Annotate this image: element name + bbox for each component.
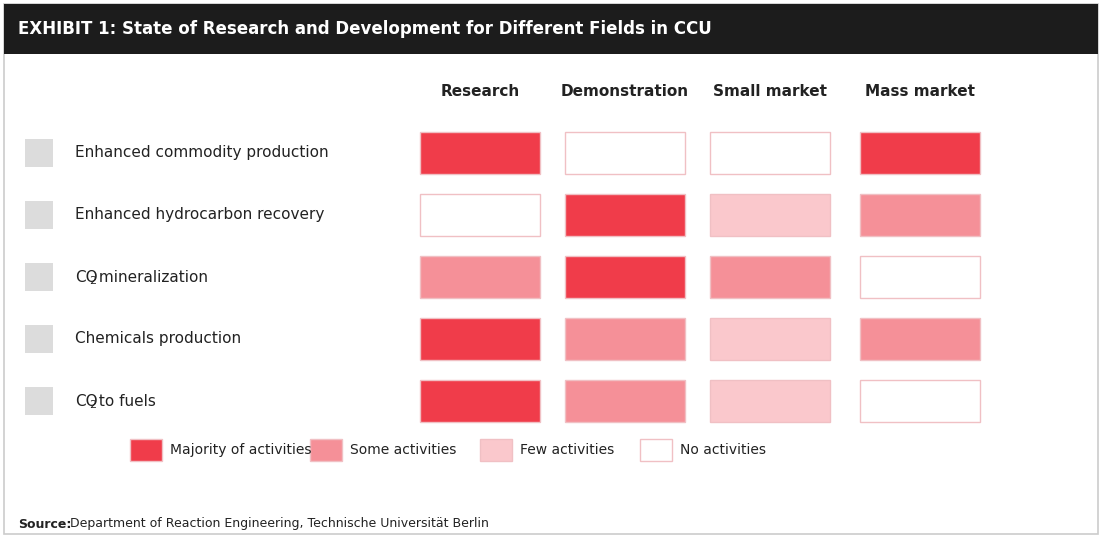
Bar	[25, 325, 53, 353]
Bar	[710, 318, 830, 360]
Bar	[480, 439, 512, 461]
Bar	[565, 256, 685, 298]
Bar	[710, 380, 830, 422]
Text: 2: 2	[88, 276, 96, 286]
Text: EXHIBIT 1: State of Research and Development for Different Fields in CCU: EXHIBIT 1: State of Research and Develop…	[18, 20, 712, 38]
Text: to fuels: to fuels	[94, 393, 155, 408]
Text: Chemicals production: Chemicals production	[75, 331, 241, 346]
Text: Department of Reaction Engineering, Technische Universität Berlin: Department of Reaction Engineering, Tech…	[66, 518, 489, 530]
Text: CO: CO	[75, 270, 98, 285]
Bar	[860, 318, 980, 360]
Text: CO: CO	[75, 393, 98, 408]
Bar	[25, 139, 53, 167]
Bar	[420, 318, 540, 360]
Bar	[860, 256, 980, 298]
Bar	[710, 194, 830, 236]
Bar	[420, 194, 540, 236]
Bar	[860, 380, 980, 422]
Bar	[25, 387, 53, 415]
Text: Enhanced hydrocarbon recovery: Enhanced hydrocarbon recovery	[75, 208, 324, 223]
Bar	[4, 4, 1098, 54]
Bar	[25, 201, 53, 229]
Bar	[420, 132, 540, 174]
Bar	[710, 256, 830, 298]
Bar	[710, 132, 830, 174]
Text: Enhanced commodity production: Enhanced commodity production	[75, 145, 328, 160]
Bar	[565, 318, 685, 360]
Text: Some activities: Some activities	[350, 443, 456, 457]
Text: Few activities: Few activities	[520, 443, 614, 457]
Text: 2: 2	[88, 400, 96, 410]
Bar	[130, 439, 162, 461]
Bar	[640, 439, 672, 461]
Bar	[565, 194, 685, 236]
Bar	[565, 132, 685, 174]
Text: Majority of activities: Majority of activities	[170, 443, 312, 457]
Bar	[420, 380, 540, 422]
Bar	[860, 132, 980, 174]
Text: Small market: Small market	[713, 84, 826, 100]
Bar	[420, 256, 540, 298]
Bar	[25, 263, 53, 291]
Bar	[310, 439, 342, 461]
Text: Source:: Source:	[18, 518, 72, 530]
Text: Mass market: Mass market	[865, 84, 975, 100]
Text: mineralization: mineralization	[94, 270, 208, 285]
Bar	[565, 380, 685, 422]
Text: Research: Research	[441, 84, 520, 100]
Text: Demonstration: Demonstration	[561, 84, 689, 100]
Text: No activities: No activities	[680, 443, 766, 457]
Bar	[860, 194, 980, 236]
